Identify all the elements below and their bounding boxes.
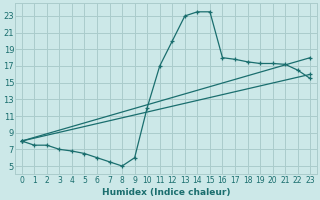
X-axis label: Humidex (Indice chaleur): Humidex (Indice chaleur) [102, 188, 230, 197]
